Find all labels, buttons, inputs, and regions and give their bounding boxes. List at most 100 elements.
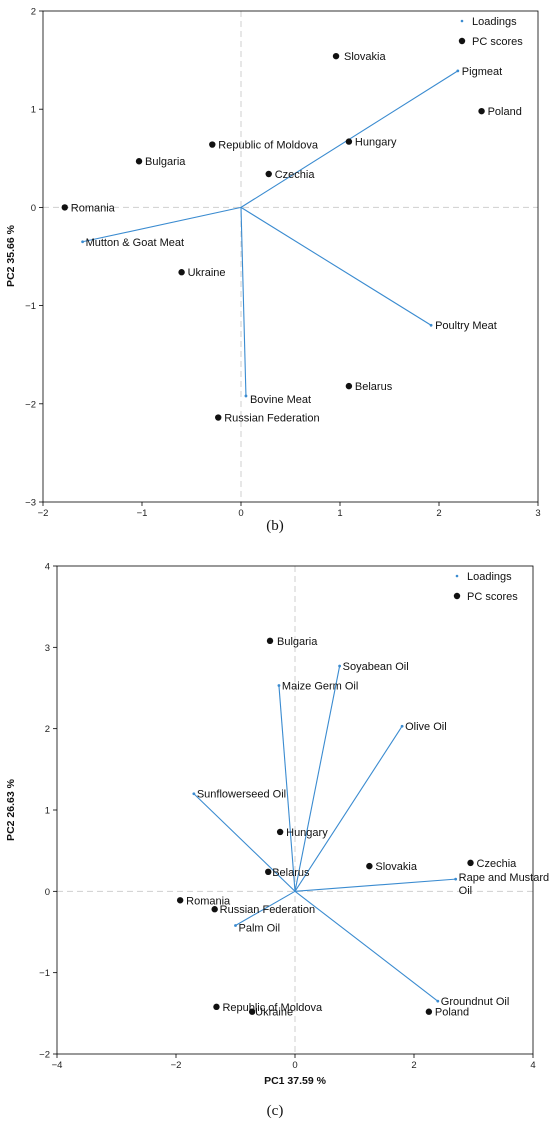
score-label: Bulgaria — [277, 636, 318, 648]
legend-loadings-label: Loadings — [472, 16, 517, 28]
score-point — [366, 862, 373, 870]
x-tick-label: −4 — [52, 1060, 63, 1071]
loading-label: Poultry Meat — [435, 320, 497, 332]
score-point — [276, 828, 284, 836]
score-label: Hungary — [355, 137, 397, 149]
score-label: Belarus — [355, 381, 393, 393]
score-point — [345, 138, 353, 145]
x-tick-label: 0 — [292, 1060, 297, 1071]
y-tick-label: 2 — [31, 7, 36, 18]
loading-tip — [454, 877, 458, 881]
loading-tip — [338, 664, 342, 668]
y-tick-label: 0 — [45, 887, 50, 898]
y-axis-title: PC2 35.66 % — [5, 224, 17, 287]
score-point — [345, 382, 353, 390]
legend-loadings-marker — [460, 19, 464, 23]
legend-scores-marker — [458, 37, 466, 45]
loading-label: Soyabean Oil — [343, 661, 409, 673]
score-label: Czechia — [275, 169, 316, 181]
score-label: Ukraine — [255, 1007, 293, 1019]
score-label: Romania — [71, 202, 116, 214]
score-label: Poland — [435, 1007, 469, 1019]
loading-tip — [81, 240, 84, 244]
loading-label: Groundnut Oil — [441, 996, 509, 1008]
y-tick-label: −1 — [25, 301, 36, 312]
score-point — [332, 52, 340, 60]
score-label: Republic of Moldova — [222, 1002, 323, 1014]
legend-scores-marker — [453, 592, 461, 600]
score-point — [215, 414, 222, 421]
y-tick-label: −3 — [25, 498, 36, 509]
loading-vector — [82, 206, 242, 243]
x-tick-label: 0 — [238, 508, 243, 519]
loading-vector — [294, 725, 403, 892]
x-tick-label: 2 — [436, 508, 441, 519]
loading-tip — [436, 999, 440, 1003]
loading-tip — [234, 924, 237, 927]
x-tick-label: −2 — [171, 1060, 182, 1071]
score-point — [266, 637, 274, 645]
score-point — [213, 1003, 220, 1011]
score-label: Republic of Moldova — [218, 140, 319, 152]
x-tick-label: 4 — [530, 1060, 535, 1071]
loading-vector — [294, 878, 456, 892]
score-label: Hungary — [286, 827, 328, 839]
loading-tip — [429, 323, 433, 327]
loading-vector — [278, 685, 296, 892]
score-label: Russian Federation — [224, 413, 319, 425]
loading-label: Bovine Meat — [250, 394, 311, 406]
loading-vector — [240, 207, 247, 396]
score-point — [209, 141, 216, 148]
biplot-panel-c: −4 −2 0 2 4 −2 −1 0 1 2 3 4 PC1 37.59 % PC2 26.63 % So… — [0, 550, 550, 1090]
score-point — [178, 269, 185, 276]
legend-loadings-label: Loadings — [467, 571, 512, 583]
y-tick-label: 1 — [45, 806, 50, 817]
loading-label: Maize Germ Oil — [282, 681, 358, 693]
y-tick-label: −1 — [39, 968, 50, 979]
loading-label-line: Rape and Mustard — [459, 872, 550, 884]
x-tick-label: 2 — [411, 1060, 416, 1071]
x-axis-title: PC1 37.59 % — [264, 1075, 327, 1087]
x-tick-label: −1 — [137, 508, 148, 519]
y-tick-label: 4 — [45, 562, 50, 573]
y-tick-label: 1 — [31, 105, 36, 116]
loading-label: Mutton & Goat Meat — [86, 237, 184, 249]
score-label: Poland — [488, 106, 522, 118]
y-tick-label: −2 — [25, 399, 36, 410]
score-point — [467, 859, 474, 867]
x-tick-label: 3 — [535, 508, 540, 519]
loading-label: Sunflowerseed Oil — [197, 789, 286, 801]
loading-label: Olive Oil — [405, 721, 447, 733]
y-tick-label: 3 — [45, 643, 50, 654]
score-label: Belarus — [272, 867, 310, 879]
score-point — [425, 1008, 433, 1015]
loading-tip — [244, 394, 248, 398]
plot-frame — [42, 10, 539, 503]
loading-vector — [240, 206, 432, 326]
score-point — [265, 170, 272, 178]
loading-label: Palm Oil — [239, 922, 281, 934]
x-tick-label: 1 — [337, 508, 342, 519]
score-point — [265, 868, 272, 876]
score-label: Russian Federation — [220, 904, 315, 916]
loading-vector — [294, 890, 439, 1002]
x-tick-label: −2 — [38, 508, 49, 519]
legend-loadings-marker — [455, 574, 459, 578]
score-point — [478, 107, 485, 115]
caption-c: (c) — [266, 1103, 284, 1119]
score-point — [61, 204, 68, 211]
loading-label: Pigmeat — [462, 66, 502, 78]
y-tick-label: 0 — [31, 203, 36, 214]
loading-label: Rape and Mustard Oil — [459, 872, 550, 897]
y-tick-label: −2 — [39, 1050, 50, 1061]
loading-vector — [193, 793, 296, 892]
loading-vector — [294, 665, 341, 892]
loading-tip — [277, 684, 281, 687]
score-label: Bulgaria — [145, 156, 186, 168]
score-label: Ukraine — [188, 267, 226, 279]
caption-b: (b) — [266, 518, 284, 534]
loading-tip — [400, 724, 404, 728]
